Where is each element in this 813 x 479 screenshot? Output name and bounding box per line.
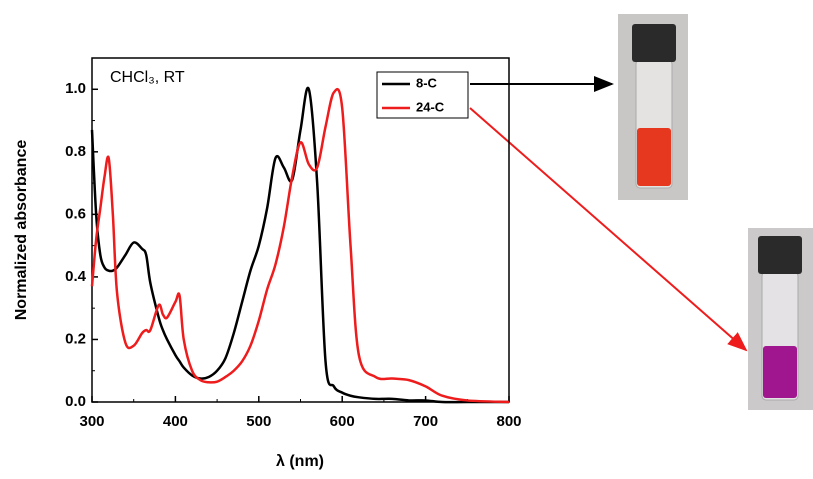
series-line — [90, 86, 509, 404]
vial-photo — [618, 14, 688, 200]
annotation: CHCl₃, RT — [110, 69, 185, 86]
legend-label: 8-C — [416, 75, 438, 90]
y-tick-label: 0.0 — [65, 393, 86, 410]
arrow — [469, 107, 748, 352]
y-tick-label: 0.2 — [65, 330, 86, 347]
y-axis-label: Normalized absorbance — [13, 140, 30, 321]
legend-label: 24-C — [416, 99, 445, 114]
y-tick-label: 1.0 — [65, 80, 86, 97]
x-tick-label: 500 — [246, 413, 271, 430]
y-tick-label: 0.6 — [65, 205, 86, 222]
vial-photo — [748, 228, 813, 410]
x-tick-label: 800 — [496, 413, 521, 430]
y-tick-label: 0.4 — [65, 268, 87, 285]
x-tick-label: 700 — [413, 413, 438, 430]
y-tick-label: 0.8 — [65, 143, 86, 160]
x-tick-label: 400 — [163, 413, 188, 430]
x-tick-label: 300 — [79, 413, 104, 430]
legend-box — [376, 71, 469, 119]
x-axis-label: λ (nm) — [276, 453, 324, 470]
x-tick-label: 600 — [330, 413, 355, 430]
series-line — [90, 87, 510, 404]
